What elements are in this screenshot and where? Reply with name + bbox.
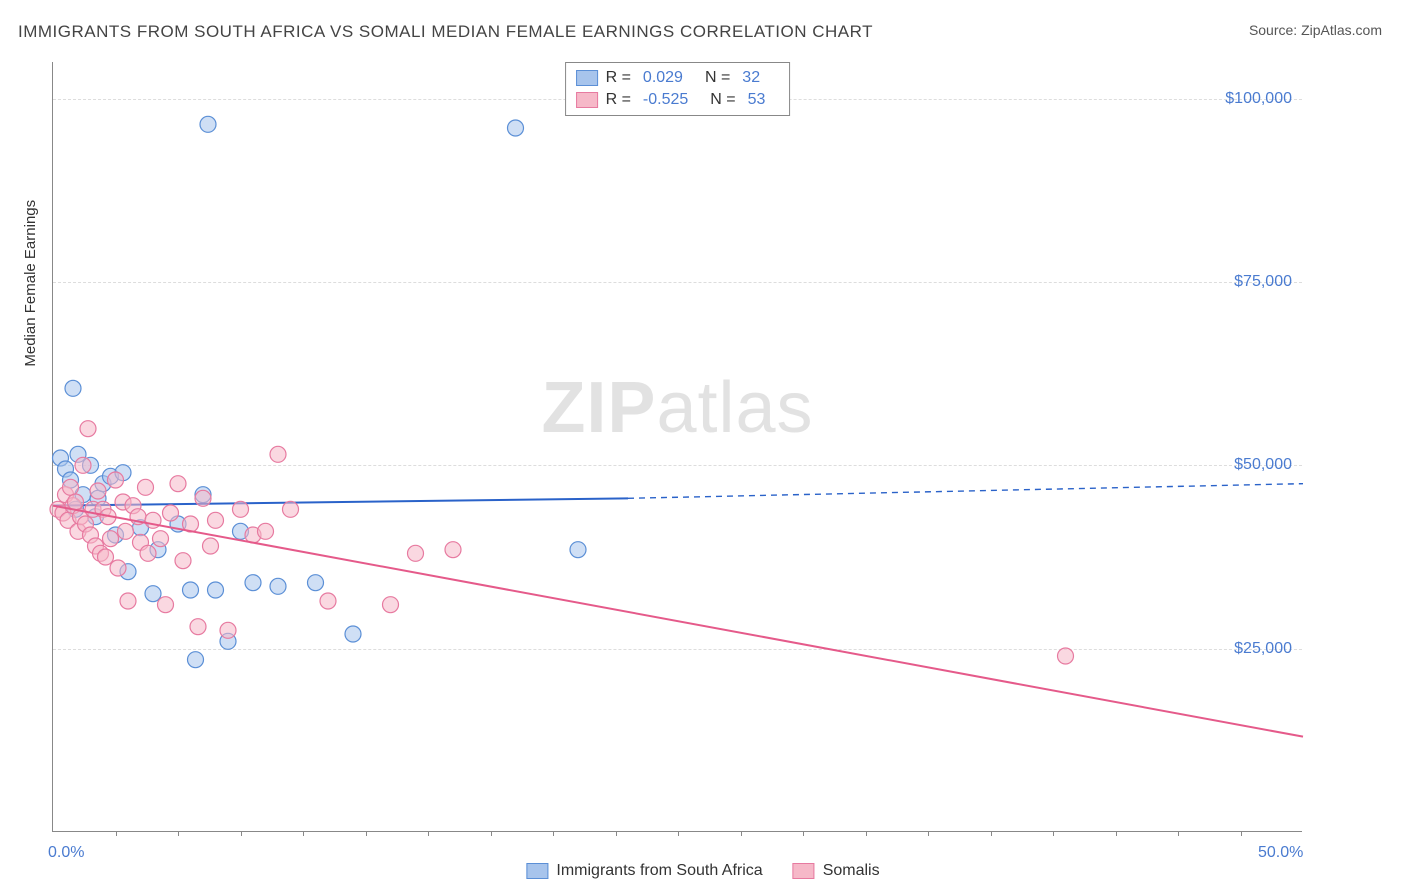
data-point — [118, 523, 134, 539]
y-axis-label: Median Female Earnings — [22, 200, 39, 367]
source-attribution: Source: ZipAtlas.com — [1249, 22, 1382, 38]
data-point — [108, 472, 124, 488]
data-point — [508, 120, 524, 136]
legend-row-somali: R = -0.525 N = 53 — [576, 89, 780, 111]
data-point — [175, 553, 191, 569]
data-point — [98, 549, 114, 565]
x-tick — [303, 831, 304, 836]
x-tick — [616, 831, 617, 836]
x-tick — [366, 831, 367, 836]
data-point — [153, 531, 169, 547]
x-tick — [1116, 831, 1117, 836]
chart-container: IMMIGRANTS FROM SOUTH AFRICA VS SOMALI M… — [0, 0, 1406, 892]
x-tick — [428, 831, 429, 836]
legend-swatch-blue-icon — [526, 863, 548, 879]
x-tick — [991, 831, 992, 836]
data-point — [170, 476, 186, 492]
x-tick-label: 50.0% — [1258, 844, 1303, 862]
x-tick — [866, 831, 867, 836]
x-tick — [116, 831, 117, 836]
data-point — [63, 479, 79, 495]
legend-item-sa: Immigrants from South Africa — [526, 862, 762, 880]
data-point — [283, 501, 299, 517]
data-point — [163, 505, 179, 521]
legend-swatch-pink-icon — [793, 863, 815, 879]
chart-svg — [53, 62, 1302, 831]
data-point — [183, 582, 199, 598]
data-point — [120, 593, 136, 609]
data-point — [203, 538, 219, 554]
data-point — [190, 619, 206, 635]
x-tick — [1241, 831, 1242, 836]
data-point — [383, 597, 399, 613]
data-point — [195, 490, 211, 506]
x-tick — [178, 831, 179, 836]
x-tick — [741, 831, 742, 836]
legend-swatch-blue-icon — [576, 70, 598, 86]
data-point — [80, 421, 96, 437]
x-tick — [928, 831, 929, 836]
data-point — [90, 483, 106, 499]
x-tick — [803, 831, 804, 836]
data-point — [145, 586, 161, 602]
x-tick — [1053, 831, 1054, 836]
data-point — [103, 531, 119, 547]
data-point — [233, 501, 249, 517]
data-point — [110, 560, 126, 576]
data-point — [65, 380, 81, 396]
data-point — [270, 446, 286, 462]
x-tick — [553, 831, 554, 836]
data-point — [345, 626, 361, 642]
plot-area: ZIPatlas R = 0.029 N = 32 R = -0.525 N =… — [52, 62, 1302, 832]
series-legend: Immigrants from South Africa Somalis — [526, 862, 879, 880]
data-point — [1058, 648, 1074, 664]
data-point — [308, 575, 324, 591]
x-tick — [678, 831, 679, 836]
legend-row-sa: R = 0.029 N = 32 — [576, 67, 780, 89]
trend-line — [53, 506, 1303, 737]
x-tick — [1178, 831, 1179, 836]
x-tick-label: 0.0% — [48, 844, 84, 862]
data-point — [245, 575, 261, 591]
data-point — [158, 597, 174, 613]
x-tick — [491, 831, 492, 836]
data-point — [258, 523, 274, 539]
data-point — [200, 116, 216, 132]
data-point — [75, 457, 91, 473]
correlation-legend: R = 0.029 N = 32 R = -0.525 N = 53 — [565, 62, 791, 116]
data-point — [188, 652, 204, 668]
data-point — [320, 593, 336, 609]
data-point — [408, 545, 424, 561]
data-point — [270, 578, 286, 594]
data-point — [68, 494, 84, 510]
data-point — [570, 542, 586, 558]
trend-line-extrapolated — [628, 484, 1303, 499]
legend-swatch-pink-icon — [576, 92, 598, 108]
data-point — [220, 622, 236, 638]
data-point — [208, 512, 224, 528]
legend-item-somali: Somalis — [793, 862, 880, 880]
chart-title: IMMIGRANTS FROM SOUTH AFRICA VS SOMALI M… — [18, 22, 873, 42]
data-point — [138, 479, 154, 495]
data-point — [445, 542, 461, 558]
data-point — [208, 582, 224, 598]
x-tick — [241, 831, 242, 836]
data-point — [140, 545, 156, 561]
